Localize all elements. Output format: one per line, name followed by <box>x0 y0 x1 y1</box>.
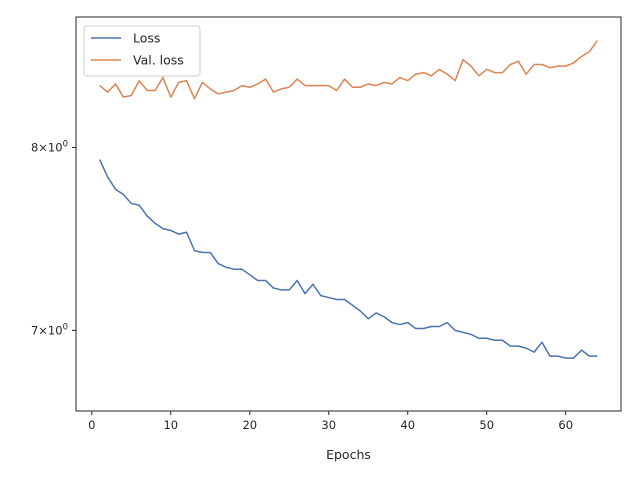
series-line-1 <box>99 40 598 100</box>
x-tick-label: 0 <box>88 418 95 432</box>
plot-frame <box>75 16 622 412</box>
x-tick-label: 60 <box>558 418 573 432</box>
series-layer <box>99 40 598 359</box>
y-tick-label: 7×100 <box>31 322 68 337</box>
legend: Loss Val. loss <box>83 25 201 77</box>
y-tick-label: 8×100 <box>31 140 68 155</box>
legend-label-1: Val. loss <box>133 53 184 68</box>
x-tick-label: 40 <box>400 418 415 432</box>
series-line-0 <box>99 159 598 359</box>
x-tick-label: 50 <box>479 418 494 432</box>
y-axis-ticks: 7×100 8×100 <box>31 140 76 337</box>
x-tick-label: 10 <box>163 418 178 432</box>
x-axis-label: Epochs <box>326 447 371 462</box>
x-tick-label: 30 <box>321 418 336 432</box>
x-axis-ticks: 0 10 20 30 40 50 60 <box>88 411 573 432</box>
x-tick-label: 20 <box>242 418 257 432</box>
legend-label-0: Loss <box>133 31 160 46</box>
